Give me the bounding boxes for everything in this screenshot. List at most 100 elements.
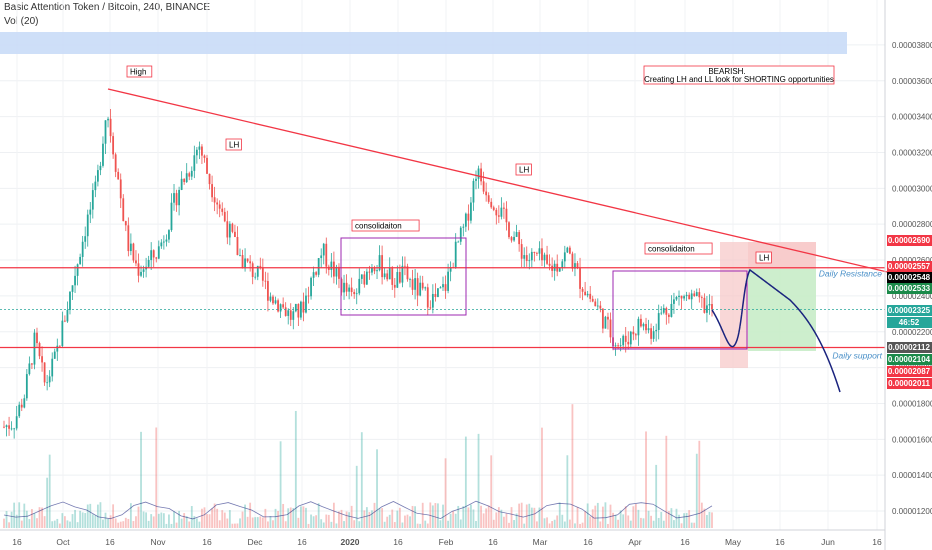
volume-bar xyxy=(561,514,564,528)
price-tag: 46:52 xyxy=(887,317,932,328)
candle-body xyxy=(168,230,170,240)
volume-bar xyxy=(505,513,508,528)
candle-body xyxy=(119,179,122,199)
volume-bar xyxy=(480,505,482,528)
volume-bar xyxy=(279,441,282,528)
candle-body xyxy=(198,146,201,150)
volume-bar xyxy=(81,512,84,528)
volume-bar xyxy=(426,523,429,528)
candle-body xyxy=(695,292,698,296)
volume-bar xyxy=(579,523,581,528)
candle-body xyxy=(688,294,691,300)
candle-body xyxy=(162,241,165,243)
candle-body xyxy=(279,304,282,312)
candle-body xyxy=(10,428,13,430)
candle-body xyxy=(627,341,630,345)
candle-body xyxy=(53,351,56,359)
candle-body xyxy=(480,168,482,182)
volume-bar xyxy=(208,514,211,528)
candle-body xyxy=(64,320,66,322)
candle-body xyxy=(518,232,521,245)
volume-bar xyxy=(411,505,414,528)
volume-bar xyxy=(256,517,259,528)
volume-bar xyxy=(360,432,363,528)
volume-bar xyxy=(457,505,460,528)
candle-body xyxy=(604,316,607,329)
candle-body xyxy=(404,265,406,267)
volume-bar xyxy=(213,503,216,528)
candle-body xyxy=(20,404,23,408)
volume-bar xyxy=(335,523,338,528)
volume-bar xyxy=(538,507,541,528)
volume-bar xyxy=(614,514,617,528)
volume-bar xyxy=(185,516,188,528)
candle-body xyxy=(591,298,594,302)
candle-body xyxy=(216,202,219,205)
volume-bar xyxy=(431,505,434,528)
volume-bar xyxy=(381,508,384,528)
candle-body xyxy=(190,170,193,177)
volume-bar xyxy=(79,510,82,528)
candle-body xyxy=(206,157,208,174)
candle-body xyxy=(376,270,378,272)
candle-body xyxy=(79,256,82,265)
candle-body xyxy=(411,279,414,290)
candle-body xyxy=(543,254,546,261)
candle-body xyxy=(574,263,576,269)
candle-body xyxy=(680,295,683,299)
label-box xyxy=(515,163,532,176)
blue-zone xyxy=(0,32,847,54)
volume-bar xyxy=(508,522,510,528)
price-tag-text: 0.00002011 xyxy=(888,379,930,388)
volume-bar xyxy=(129,503,132,528)
price-tag-bg xyxy=(887,305,932,316)
candle-body xyxy=(305,295,307,313)
candle-body xyxy=(690,293,693,300)
volume-bar xyxy=(703,508,706,528)
note-line-1: BEARISH. xyxy=(708,67,745,76)
label-lh-3: LH xyxy=(755,251,772,264)
volume-bar xyxy=(640,517,642,528)
volume-bar xyxy=(320,519,323,528)
candle-body xyxy=(94,181,97,191)
candle-body xyxy=(142,269,145,272)
volume-bar xyxy=(173,511,175,528)
candle-body xyxy=(373,267,376,272)
volume-bar xyxy=(28,519,31,528)
volume-bar xyxy=(147,520,150,528)
candle-body xyxy=(292,311,295,320)
y-tick-label: 0.00001200 xyxy=(892,507,932,516)
volume-bar xyxy=(596,502,599,528)
candle-body xyxy=(71,285,74,292)
volume-bar xyxy=(622,514,625,528)
candle-body xyxy=(69,291,71,311)
label-box xyxy=(351,219,420,232)
candle-body xyxy=(66,310,69,322)
candle-body xyxy=(662,308,665,313)
volume-bar xyxy=(586,503,589,528)
volume-bar xyxy=(137,506,140,528)
note-box xyxy=(643,65,835,85)
candle-body xyxy=(175,193,178,206)
candle-body xyxy=(599,305,602,309)
volume-bar xyxy=(624,506,627,528)
candle-body xyxy=(419,282,422,296)
volume-bar xyxy=(211,508,213,528)
candle-body xyxy=(637,318,640,336)
volume-bar xyxy=(685,512,688,528)
y-tick-label: 0.00002600 xyxy=(892,256,932,265)
candle-body xyxy=(114,154,117,172)
label-lh-2: LH xyxy=(515,163,532,176)
x-tick-label: 2020 xyxy=(341,537,360,547)
volume-bar xyxy=(523,523,526,528)
candle-body xyxy=(538,248,541,254)
projected-path xyxy=(711,268,841,393)
volume-bar xyxy=(340,509,343,528)
volume-bar xyxy=(404,515,406,528)
volume-bar xyxy=(13,502,16,528)
volume-bar xyxy=(140,431,142,528)
volume-bar xyxy=(69,521,71,528)
candle-body xyxy=(343,282,345,293)
volume-bar xyxy=(61,513,64,528)
